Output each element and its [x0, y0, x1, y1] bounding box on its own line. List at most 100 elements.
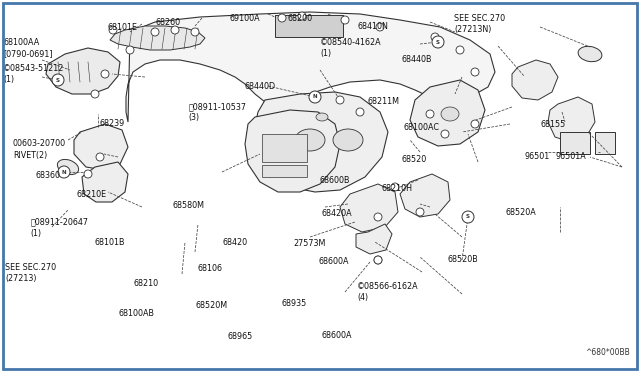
Ellipse shape: [316, 113, 328, 121]
Circle shape: [58, 166, 70, 178]
Circle shape: [374, 213, 382, 221]
Text: 68420: 68420: [223, 238, 248, 247]
Polygon shape: [74, 124, 128, 170]
Circle shape: [278, 14, 286, 22]
Circle shape: [91, 90, 99, 98]
Text: 00603-20700
RIVET(2): 00603-20700 RIVET(2): [13, 140, 66, 160]
Polygon shape: [512, 60, 558, 100]
Polygon shape: [46, 48, 120, 94]
Text: S: S: [466, 215, 470, 219]
Polygon shape: [410, 80, 485, 146]
Bar: [560, 132, 590, 154]
Circle shape: [416, 208, 424, 216]
Circle shape: [101, 70, 109, 78]
Text: 68210: 68210: [133, 279, 158, 288]
Text: 68420A: 68420A: [321, 209, 352, 218]
Text: 68580M: 68580M: [173, 201, 205, 210]
Text: 68935: 68935: [282, 299, 307, 308]
Circle shape: [426, 110, 434, 118]
Text: 68210E: 68210E: [77, 190, 107, 199]
Bar: [595, 132, 615, 154]
Bar: [262, 165, 307, 177]
Circle shape: [52, 74, 64, 86]
Ellipse shape: [295, 129, 325, 151]
Text: 68211M: 68211M: [368, 97, 400, 106]
Text: 68100AA
[0790-0691]: 68100AA [0790-0691]: [3, 38, 53, 58]
Text: 68965: 68965: [227, 332, 252, 341]
Text: 68520B: 68520B: [448, 255, 479, 264]
Polygon shape: [110, 26, 205, 50]
Text: ^680*00BB: ^680*00BB: [585, 348, 630, 357]
Text: ©08543-51212
(1): ©08543-51212 (1): [3, 64, 65, 84]
Text: 69100A: 69100A: [229, 14, 260, 23]
Text: 68101B: 68101B: [95, 238, 125, 247]
Polygon shape: [400, 174, 450, 217]
Text: N: N: [61, 170, 67, 174]
Polygon shape: [82, 162, 128, 202]
Text: 68200: 68200: [288, 14, 313, 23]
Text: S: S: [436, 39, 440, 45]
Text: 68410N: 68410N: [357, 22, 388, 31]
Text: 68100AB: 68100AB: [118, 309, 154, 318]
Circle shape: [126, 46, 134, 54]
Polygon shape: [340, 184, 398, 232]
Circle shape: [356, 108, 364, 116]
Polygon shape: [245, 110, 340, 192]
Text: 96501A: 96501A: [556, 152, 586, 161]
Text: 68440B: 68440B: [402, 55, 433, 64]
Text: 96501: 96501: [525, 152, 550, 161]
Text: 27573M: 27573M: [293, 239, 326, 248]
Circle shape: [471, 120, 479, 128]
Circle shape: [84, 170, 92, 178]
Circle shape: [109, 26, 117, 34]
Text: ⓝ08911-20647
(1): ⓝ08911-20647 (1): [31, 218, 89, 238]
Text: ©08540-4162A
(1): ©08540-4162A (1): [320, 38, 381, 58]
Circle shape: [191, 28, 199, 36]
Text: 68520: 68520: [402, 155, 427, 164]
Text: 68101E: 68101E: [108, 23, 138, 32]
Ellipse shape: [441, 107, 459, 121]
Circle shape: [462, 211, 474, 223]
Polygon shape: [548, 97, 595, 142]
Circle shape: [376, 23, 384, 31]
Text: SEE SEC.270
(27213): SEE SEC.270 (27213): [5, 263, 56, 283]
Circle shape: [374, 256, 382, 264]
Text: S: S: [56, 77, 60, 83]
Text: 68360: 68360: [35, 171, 60, 180]
Text: SEE SEC.270
(27213N): SEE SEC.270 (27213N): [454, 14, 506, 34]
Circle shape: [391, 183, 399, 191]
Polygon shape: [356, 224, 392, 254]
Ellipse shape: [374, 256, 382, 264]
Text: 68600B: 68600B: [320, 176, 351, 185]
Polygon shape: [126, 12, 495, 122]
Ellipse shape: [333, 129, 363, 151]
Circle shape: [471, 68, 479, 76]
Circle shape: [309, 91, 321, 103]
Circle shape: [456, 46, 464, 54]
Text: 68210H: 68210H: [381, 185, 412, 193]
Polygon shape: [254, 92, 388, 192]
Circle shape: [441, 130, 449, 138]
Text: 68155: 68155: [541, 120, 566, 129]
Text: 68520A: 68520A: [506, 208, 536, 217]
Circle shape: [431, 33, 439, 41]
Circle shape: [336, 96, 344, 104]
Circle shape: [298, 12, 306, 20]
Text: 68600A: 68600A: [321, 331, 352, 340]
Text: N: N: [313, 94, 317, 99]
Text: 68239: 68239: [99, 119, 124, 128]
Bar: [262, 134, 307, 162]
Text: 68106: 68106: [197, 264, 222, 273]
Circle shape: [432, 36, 444, 48]
Ellipse shape: [58, 160, 79, 174]
Text: 68260: 68260: [156, 18, 180, 27]
Bar: [275, 15, 343, 37]
Text: ⓝ08911-10537
(3): ⓝ08911-10537 (3): [189, 102, 247, 122]
Circle shape: [96, 153, 104, 161]
Text: 68520M: 68520M: [195, 301, 227, 310]
Text: 68100AC: 68100AC: [403, 123, 439, 132]
Ellipse shape: [578, 46, 602, 62]
Circle shape: [151, 28, 159, 36]
Circle shape: [341, 16, 349, 24]
Text: 68600A: 68600A: [319, 257, 349, 266]
